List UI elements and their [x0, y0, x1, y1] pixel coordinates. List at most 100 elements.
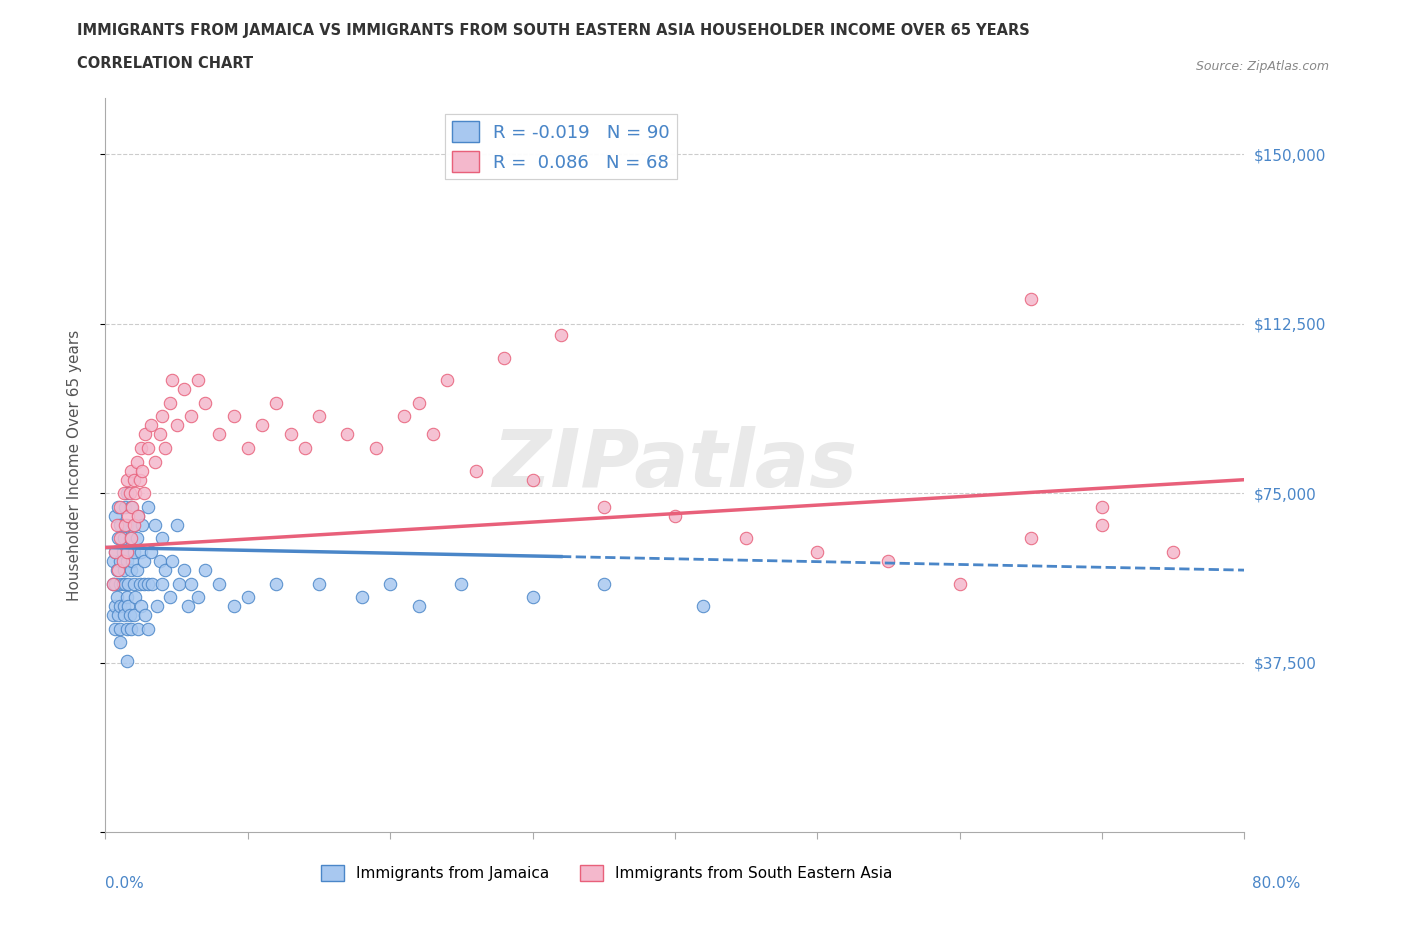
Point	[108, 499, 131, 514]
Point	[131, 463, 153, 478]
Point	[132, 577, 155, 591]
Point	[112, 608, 135, 623]
Point	[101, 577, 124, 591]
Point	[111, 577, 134, 591]
Point	[134, 427, 156, 442]
Point	[492, 351, 515, 365]
Point	[120, 499, 142, 514]
Point	[166, 517, 188, 532]
Point	[1161, 545, 1184, 560]
Point	[159, 395, 181, 410]
Point	[115, 653, 138, 668]
Point	[173, 563, 195, 578]
Point	[450, 577, 472, 591]
Point	[422, 427, 444, 442]
Point	[134, 608, 156, 623]
Point	[408, 395, 430, 410]
Point	[117, 509, 139, 524]
Point	[105, 590, 128, 604]
Point	[101, 553, 124, 568]
Point	[129, 599, 152, 614]
Point	[115, 553, 138, 568]
Legend: R = -0.019   N = 90, R =  0.086   N = 68: R = -0.019 N = 90, R = 0.086 N = 68	[444, 114, 678, 179]
Point	[120, 463, 142, 478]
Point	[128, 577, 150, 591]
Point	[108, 599, 131, 614]
Point	[136, 621, 159, 636]
Point	[127, 509, 149, 524]
Point	[124, 485, 146, 500]
Point	[194, 395, 217, 410]
Point	[111, 553, 134, 568]
Point	[208, 577, 231, 591]
Point	[222, 409, 245, 424]
Point	[177, 599, 200, 614]
Point	[139, 418, 162, 432]
Point	[187, 590, 209, 604]
Point	[522, 472, 544, 487]
Point	[148, 553, 170, 568]
Point	[118, 608, 141, 623]
Point	[108, 531, 131, 546]
Point	[121, 553, 143, 568]
Point	[250, 418, 273, 432]
Point	[735, 531, 758, 546]
Point	[122, 472, 145, 487]
Point	[208, 427, 231, 442]
Point	[264, 577, 288, 591]
Point	[280, 427, 302, 442]
Point	[127, 509, 149, 524]
Text: 0.0%: 0.0%	[105, 876, 145, 891]
Point	[132, 553, 155, 568]
Point	[112, 531, 135, 546]
Point	[136, 499, 159, 514]
Y-axis label: Householder Income Over 65 years: Householder Income Over 65 years	[67, 329, 82, 601]
Point	[131, 517, 153, 532]
Point	[104, 509, 127, 524]
Point	[264, 395, 288, 410]
Point	[125, 563, 148, 578]
Point	[105, 563, 128, 578]
Point	[120, 621, 142, 636]
Text: 80.0%: 80.0%	[1253, 876, 1301, 891]
Point	[128, 472, 150, 487]
Point	[104, 545, 127, 560]
Point	[136, 577, 159, 591]
Point	[394, 409, 416, 424]
Point	[120, 531, 142, 546]
Point	[155, 563, 177, 578]
Point	[117, 599, 139, 614]
Point	[115, 621, 138, 636]
Point	[948, 577, 970, 591]
Point	[187, 373, 209, 388]
Point	[148, 427, 170, 442]
Point	[129, 545, 152, 560]
Point	[125, 531, 148, 546]
Point	[194, 563, 217, 578]
Point	[108, 553, 131, 568]
Point	[336, 427, 359, 442]
Point	[115, 485, 138, 500]
Point	[236, 590, 259, 604]
Point	[132, 485, 155, 500]
Point	[180, 409, 202, 424]
Point	[145, 599, 167, 614]
Point	[308, 577, 330, 591]
Point	[877, 553, 900, 568]
Point	[141, 577, 163, 591]
Point	[143, 517, 166, 532]
Point	[122, 517, 145, 532]
Point	[173, 382, 195, 397]
Text: ZIPatlas: ZIPatlas	[492, 426, 858, 504]
Text: CORRELATION CHART: CORRELATION CHART	[77, 56, 253, 71]
Point	[806, 545, 828, 560]
Point	[108, 517, 131, 532]
Point	[378, 577, 402, 591]
Point	[114, 577, 136, 591]
Point	[115, 472, 138, 487]
Point	[1091, 517, 1114, 532]
Point	[152, 577, 174, 591]
Point	[111, 545, 134, 560]
Point	[101, 577, 124, 591]
Point	[124, 590, 146, 604]
